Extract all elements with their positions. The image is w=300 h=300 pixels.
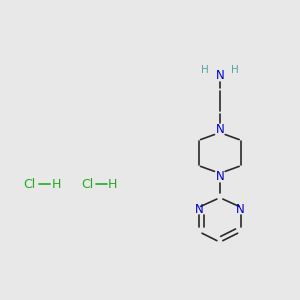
Text: N: N bbox=[236, 203, 245, 216]
Text: H: H bbox=[52, 178, 61, 191]
Text: N: N bbox=[215, 123, 224, 136]
Text: H: H bbox=[201, 65, 209, 75]
Text: Cl: Cl bbox=[82, 178, 94, 191]
Text: Cl: Cl bbox=[23, 178, 36, 191]
Text: N: N bbox=[215, 69, 224, 82]
Text: N: N bbox=[215, 170, 224, 183]
Text: N: N bbox=[195, 203, 203, 216]
Text: H: H bbox=[231, 65, 239, 75]
Text: H: H bbox=[108, 178, 118, 191]
